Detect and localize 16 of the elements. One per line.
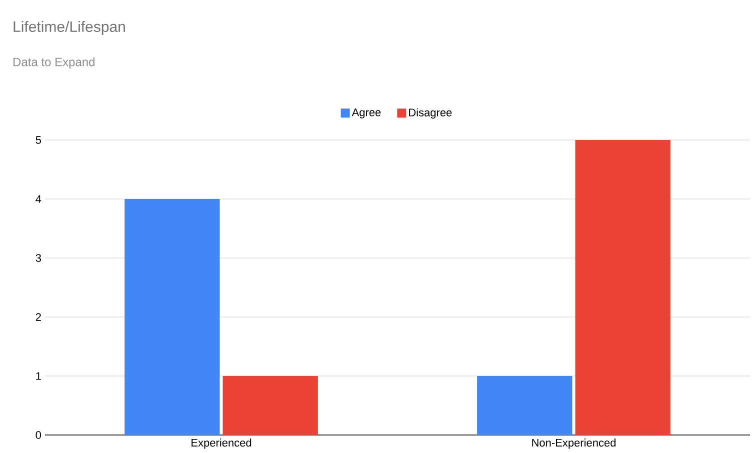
y-tick-label: 0 [36, 431, 42, 439]
y-tick-label: 3 [36, 254, 41, 262]
x-tick-label: Experienced [192, 438, 252, 449]
bar [575, 140, 670, 435]
bar [222, 376, 318, 435]
chart-subtitle: Data to Expand [14, 57, 94, 69]
legend-label: Agree [352, 108, 381, 118]
chart-title: Lifetime/Lifespan [14, 21, 125, 35]
legend-label: Disagree [409, 108, 452, 119]
bar [124, 199, 220, 435]
x-tick-label: Non-Experienced [532, 438, 616, 449]
y-tick-label: 2 [36, 313, 41, 321]
y-tick-label: 4 [36, 195, 42, 203]
bar [477, 376, 572, 435]
y-tick-label: 5 [36, 136, 41, 144]
y-tick-label: 1 [36, 372, 41, 380]
